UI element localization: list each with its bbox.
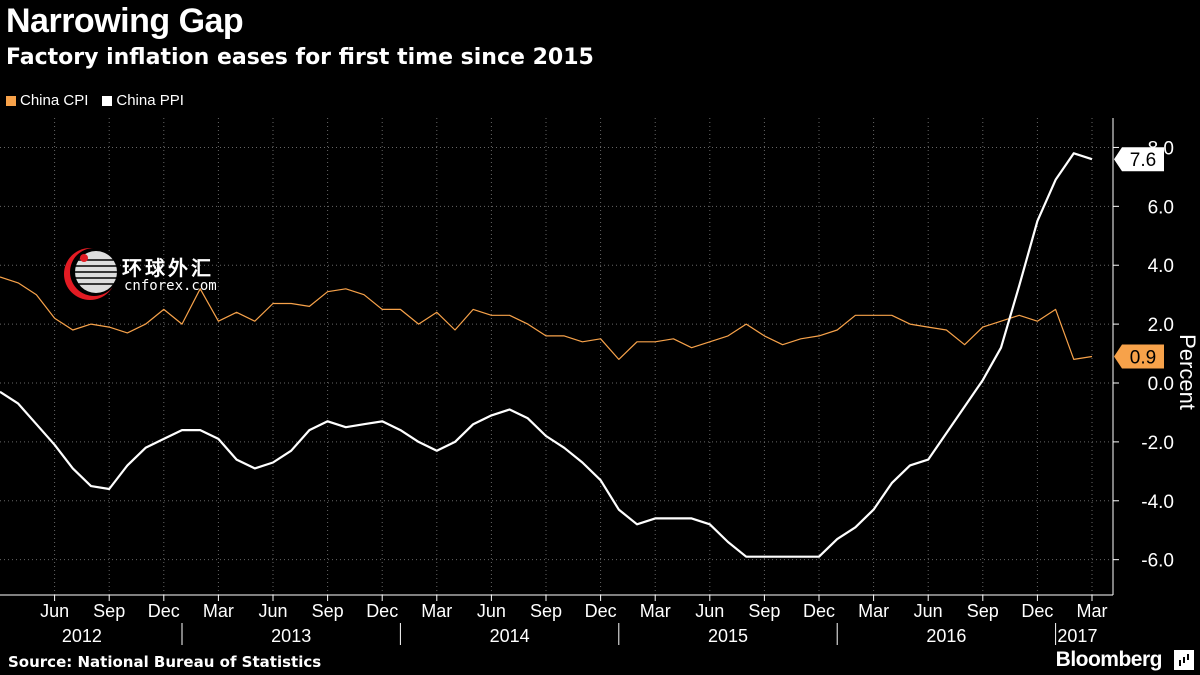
- series-line-cpi: [0, 276, 1093, 360]
- legend-item-cpi: China CPI: [6, 92, 88, 109]
- year-label: 2014: [490, 626, 530, 646]
- x-tick-label: Mar: [421, 601, 452, 621]
- year-label: 2016: [926, 626, 966, 646]
- x-tick-label: Jun: [40, 601, 69, 621]
- x-tick-label: Mar: [640, 601, 671, 621]
- last-value-tag-bg: [1114, 147, 1164, 172]
- year-label: 2017: [1057, 626, 1097, 646]
- source-note: Source: National Bureau of Statistics: [8, 653, 322, 671]
- x-tick-label: Jun: [477, 601, 506, 621]
- x-tick-label: Jun: [258, 601, 287, 621]
- last-value-label: 0.9: [1130, 348, 1156, 369]
- legend-label-ppi: China PPI: [116, 92, 184, 109]
- y-tick-label: -2.0: [1141, 433, 1174, 454]
- x-tick-label: Sep: [530, 601, 562, 621]
- x-tick-label: Sep: [748, 601, 780, 621]
- y-tick-label: 0.0: [1148, 374, 1174, 395]
- chart-subtitle: Factory inflation eases for first time s…: [6, 45, 594, 70]
- last-value-tag-ppi: 7.6: [1114, 147, 1164, 172]
- y-tick-label: 2.0: [1148, 315, 1174, 336]
- watermark-url: cnforex.com: [124, 278, 217, 294]
- x-tick-label: Dec: [366, 601, 398, 621]
- watermark-logo-icon: [64, 248, 118, 300]
- brand-logo: Bloomberg: [1055, 648, 1163, 671]
- watermark-text: 环球外汇: [122, 256, 214, 280]
- x-tick-label: Sep: [93, 601, 125, 621]
- legend: China CPI China PPI: [6, 92, 184, 109]
- x-tick-label: Dec: [585, 601, 617, 621]
- x-tick-label: Sep: [312, 601, 344, 621]
- chart-title: Narrowing Gap: [6, 2, 244, 40]
- legend-swatch-cpi: [6, 95, 16, 106]
- y-tick-label: -4.0: [1141, 492, 1174, 513]
- x-tick-label: Dec: [1021, 601, 1053, 621]
- y-axis-title: Percent: [1175, 334, 1200, 410]
- last-value-tag-bg: [1114, 344, 1164, 369]
- last-value-label: 7.6: [1130, 150, 1156, 171]
- year-label: 2015: [708, 626, 748, 646]
- x-tick-label: Dec: [148, 601, 180, 621]
- year-label: 2013: [271, 626, 311, 646]
- x-tick-label: Jun: [695, 601, 724, 621]
- x-tick-label: Mar: [1077, 601, 1108, 621]
- x-tick-label: Jun: [914, 601, 943, 621]
- y-tick-label: -6.0: [1141, 551, 1174, 572]
- x-tick-label: Dec: [803, 601, 835, 621]
- series-line-ppi: [0, 152, 1093, 558]
- bloomberg-chart-icon: [1174, 650, 1194, 670]
- legend-swatch-ppi: [102, 95, 113, 106]
- x-tick-label: Mar: [203, 601, 234, 621]
- legend-label-cpi: China CPI: [20, 92, 89, 109]
- x-tick-label: Sep: [967, 601, 999, 621]
- last-value-tag-cpi: 0.9: [1114, 344, 1164, 369]
- year-label: 2012: [62, 626, 102, 646]
- legend-item-ppi: China PPI: [102, 92, 184, 109]
- y-tick-label: 4.0: [1148, 256, 1174, 277]
- x-tick-label: Mar: [858, 601, 889, 621]
- y-tick-label: 6.0: [1148, 197, 1174, 218]
